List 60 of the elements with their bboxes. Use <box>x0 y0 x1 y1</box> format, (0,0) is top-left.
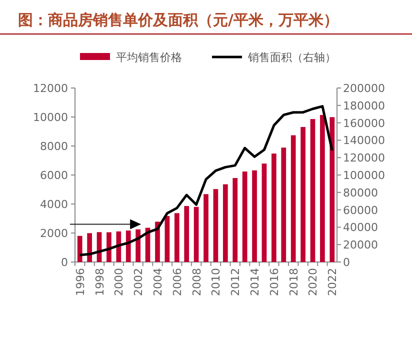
x-tick-label: 2016 <box>268 268 281 296</box>
x-tick-label: 2014 <box>248 268 262 296</box>
y2-tick-label: 100000 <box>343 169 385 182</box>
bar <box>164 216 170 262</box>
x-tick-label: 2002 <box>132 268 146 296</box>
y2-tick-label: 200000 <box>343 82 385 95</box>
bar <box>252 170 257 262</box>
x-tick-label: 2012 <box>229 268 242 296</box>
bar <box>232 178 238 262</box>
bar <box>213 189 218 262</box>
bar <box>262 164 267 262</box>
bar <box>194 206 199 262</box>
y-tick-label: 10000 <box>33 111 68 124</box>
bar <box>116 231 122 262</box>
y-tick-label: 12000 <box>33 82 68 95</box>
x-tick-label: 2022 <box>326 268 340 296</box>
bar <box>242 172 248 262</box>
y2-tick-label: 140000 <box>343 134 385 148</box>
y2-tick-label: 20000 <box>343 238 378 252</box>
bar <box>272 154 276 262</box>
x-tick-label: 2008 <box>190 268 204 296</box>
x-tick-label: 2018 <box>287 268 300 296</box>
y-tick-label: 8000 <box>40 140 68 153</box>
y2-tick-label: 160000 <box>343 116 385 130</box>
bar <box>310 119 316 262</box>
bar <box>77 236 82 262</box>
bar <box>330 117 335 262</box>
bar <box>320 114 325 262</box>
x-tick-label: 2000 <box>112 268 126 296</box>
x-tick-label: 2004 <box>151 268 164 296</box>
bar <box>300 127 306 262</box>
y-tick-label: 0 <box>61 256 68 269</box>
bar <box>174 213 180 262</box>
x-tick-label: 1996 <box>74 268 87 296</box>
x-tick-label: 2020 <box>306 268 320 296</box>
bar <box>126 230 131 262</box>
y2-tick-label: 120000 <box>343 152 385 165</box>
y2-tick-label: 80000 <box>343 186 378 200</box>
axis-left: 0 2000 4000 6000 8000 10000 12000 <box>33 82 76 269</box>
legend-label: 销售面积（右轴） <box>247 51 336 64</box>
bar <box>87 233 92 262</box>
y-tick-label: 6000 <box>40 169 68 182</box>
legend-label: 平均销售价格 <box>116 51 182 64</box>
chart-title: 图：商品房销售单价及面积（元/平米，万平米） <box>18 11 338 29</box>
x-tick-label: 2006 <box>170 268 184 296</box>
y-tick-label: 2000 <box>40 227 68 240</box>
bar <box>155 222 160 262</box>
bar <box>222 184 228 262</box>
bar <box>184 206 190 262</box>
x-tick-label: 2010 <box>210 268 223 296</box>
y2-tick-label: 0 <box>343 256 350 269</box>
bar <box>281 148 286 262</box>
bar <box>290 135 296 262</box>
bar <box>106 232 112 262</box>
y2-tick-label: 60000 <box>343 204 378 217</box>
y-tick-label: 4000 <box>40 198 68 211</box>
bar <box>204 194 208 262</box>
x-tick-label: 1998 <box>93 268 106 296</box>
y2-tick-label: 180000 <box>343 99 385 112</box>
y2-tick-label: 40000 <box>343 221 378 234</box>
